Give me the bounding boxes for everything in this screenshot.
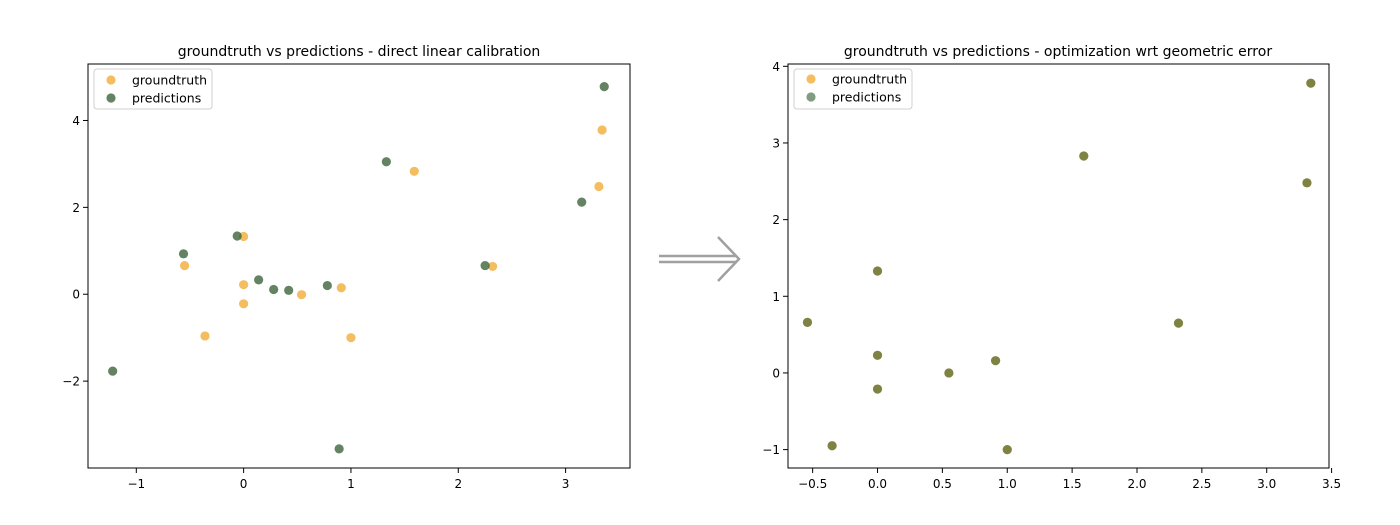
data-points bbox=[108, 81, 609, 454]
legend-marker-groundtruth bbox=[106, 75, 116, 85]
data-point-groundtruth bbox=[296, 290, 307, 300]
y-tick-label: 0 bbox=[72, 288, 80, 302]
data-point-predictions bbox=[254, 275, 264, 285]
x-tick-label: −0.5 bbox=[798, 477, 827, 491]
data-point-predictions bbox=[802, 317, 813, 327]
legend-marker-predictions bbox=[106, 93, 116, 103]
x-tick-label: 2 bbox=[454, 477, 462, 491]
x-tick-label: 0.5 bbox=[933, 477, 952, 491]
data-point-predictions bbox=[1002, 445, 1012, 455]
data-point-predictions bbox=[480, 260, 490, 271]
data-point-groundtruth bbox=[239, 280, 249, 290]
data-points bbox=[802, 78, 1316, 455]
data-point-predictions bbox=[944, 368, 954, 378]
data-point-predictions bbox=[269, 284, 279, 295]
axis-ticks: −1 0 1 2 3 −2 0 2 4 bbox=[62, 114, 569, 491]
x-tick-label: 2.0 bbox=[1127, 477, 1146, 491]
legend: groundtruth predictions bbox=[93, 68, 213, 110]
x-tick-label: 2.5 bbox=[1192, 477, 1211, 491]
legend-marker-predictions bbox=[806, 92, 816, 102]
data-point-predictions bbox=[599, 81, 609, 92]
y-tick-label: 3 bbox=[772, 136, 780, 150]
data-point-groundtruth bbox=[179, 260, 190, 271]
x-tick-label: 1.5 bbox=[1063, 477, 1082, 491]
legend-box bbox=[93, 68, 213, 110]
axis-ticks: −0.5 0.0 0.5 1.0 1.5 2.0 2.5 3.0 3.5 −1 0 1 2 3 4 bbox=[762, 60, 1341, 491]
legend-box bbox=[793, 68, 913, 110]
data-point-predictions bbox=[577, 197, 587, 207]
data-point-predictions bbox=[990, 356, 1001, 366]
data-point-groundtruth bbox=[594, 181, 604, 192]
data-point-predictions bbox=[1306, 78, 1316, 88]
data-point-groundtruth bbox=[488, 261, 498, 272]
x-tick-label: −1 bbox=[127, 477, 145, 491]
x-tick-label: 3 bbox=[562, 477, 570, 491]
legend: groundtruth predictions bbox=[793, 68, 913, 110]
data-point-predictions bbox=[232, 231, 242, 241]
data-point-predictions bbox=[178, 249, 189, 259]
legend-label-groundtruth: groundtruth bbox=[832, 72, 907, 87]
chart-direct-linear-calibration: groundtruth vs predictions - direct line… bbox=[62, 44, 631, 491]
data-point-predictions bbox=[1302, 178, 1312, 188]
data-point-predictions bbox=[1173, 318, 1184, 328]
y-tick-label: 0 bbox=[772, 366, 780, 380]
legend-marker-groundtruth bbox=[806, 74, 816, 84]
data-point-predictions bbox=[827, 441, 837, 451]
y-tick-label: 1 bbox=[772, 290, 780, 304]
chart-optimization-geometric-error: groundtruth vs predictions - optimizatio… bbox=[762, 44, 1341, 491]
data-point-predictions bbox=[381, 157, 391, 167]
y-tick-label: 2 bbox=[72, 201, 80, 215]
y-tick-label: 4 bbox=[72, 114, 80, 128]
data-point-groundtruth bbox=[346, 333, 356, 343]
chart-title: groundtruth vs predictions - optimizatio… bbox=[844, 44, 1272, 60]
legend-label-groundtruth: groundtruth bbox=[132, 73, 207, 88]
data-point-groundtruth bbox=[239, 299, 249, 309]
data-point-predictions bbox=[108, 366, 118, 376]
data-point-groundtruth bbox=[597, 125, 607, 135]
legend-label-predictions: predictions bbox=[832, 90, 901, 105]
data-point-predictions bbox=[284, 285, 294, 295]
data-point-predictions bbox=[872, 384, 883, 394]
data-point-predictions bbox=[334, 444, 344, 454]
y-tick-label: 2 bbox=[772, 213, 780, 227]
data-point-groundtruth bbox=[409, 166, 419, 176]
plot-area bbox=[87, 63, 631, 469]
x-tick-label: 3.0 bbox=[1257, 477, 1276, 491]
x-tick-label: 3.5 bbox=[1322, 477, 1341, 491]
x-tick-label: 0.0 bbox=[868, 477, 887, 491]
data-point-predictions bbox=[322, 280, 332, 291]
data-point-groundtruth bbox=[200, 331, 210, 341]
x-tick-label: 1.0 bbox=[998, 477, 1017, 491]
arrow-right-icon bbox=[659, 236, 741, 282]
legend-label-predictions: predictions bbox=[132, 91, 201, 106]
data-point-predictions bbox=[872, 350, 883, 360]
data-point-groundtruth bbox=[336, 283, 346, 293]
data-point-predictions bbox=[872, 266, 883, 276]
y-tick-label: −1 bbox=[762, 443, 780, 457]
x-tick-label: 0 bbox=[240, 477, 248, 491]
data-point-predictions bbox=[1079, 151, 1089, 161]
plot-area bbox=[787, 63, 1330, 469]
chart-title: groundtruth vs predictions - direct line… bbox=[178, 44, 541, 60]
y-tick-label: 4 bbox=[772, 60, 780, 74]
x-tick-label: 1 bbox=[347, 477, 355, 491]
y-tick-label: −2 bbox=[62, 375, 80, 389]
